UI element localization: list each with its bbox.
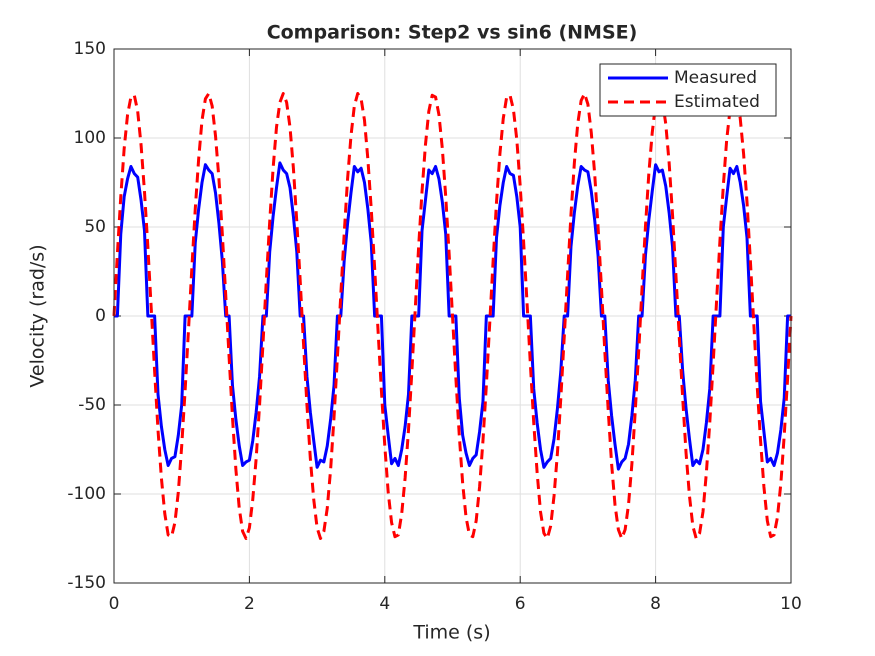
x-tick-label: 8: [650, 594, 661, 614]
chart-title: Comparison: Step2 vs sin6 (NMSE): [267, 22, 638, 44]
legend-label: Estimated: [674, 92, 760, 112]
x-tick-label: 2: [244, 594, 255, 614]
y-tick-label: 50: [84, 217, 106, 237]
series-line: [112, 92, 793, 540]
x-axis-label: Time (s): [412, 622, 490, 644]
y-tick-label: 100: [74, 128, 106, 148]
legend-label: Measured: [674, 68, 757, 88]
y-tick-label: -100: [67, 484, 106, 504]
y-tick-label: 0: [95, 306, 106, 326]
x-tick-label: 10: [780, 594, 802, 614]
x-tick-label: 4: [379, 594, 390, 614]
axes-box: [113, 48, 792, 584]
x-tick-label: 0: [109, 594, 120, 614]
y-tick-label: -50: [78, 395, 106, 415]
y-tick-label: -150: [67, 573, 106, 593]
y-axis-label: Velocity (rad/s): [27, 244, 49, 387]
legend-box: [599, 63, 777, 117]
x-tick-label: 6: [515, 594, 526, 614]
y-tick-label: 150: [74, 39, 106, 59]
